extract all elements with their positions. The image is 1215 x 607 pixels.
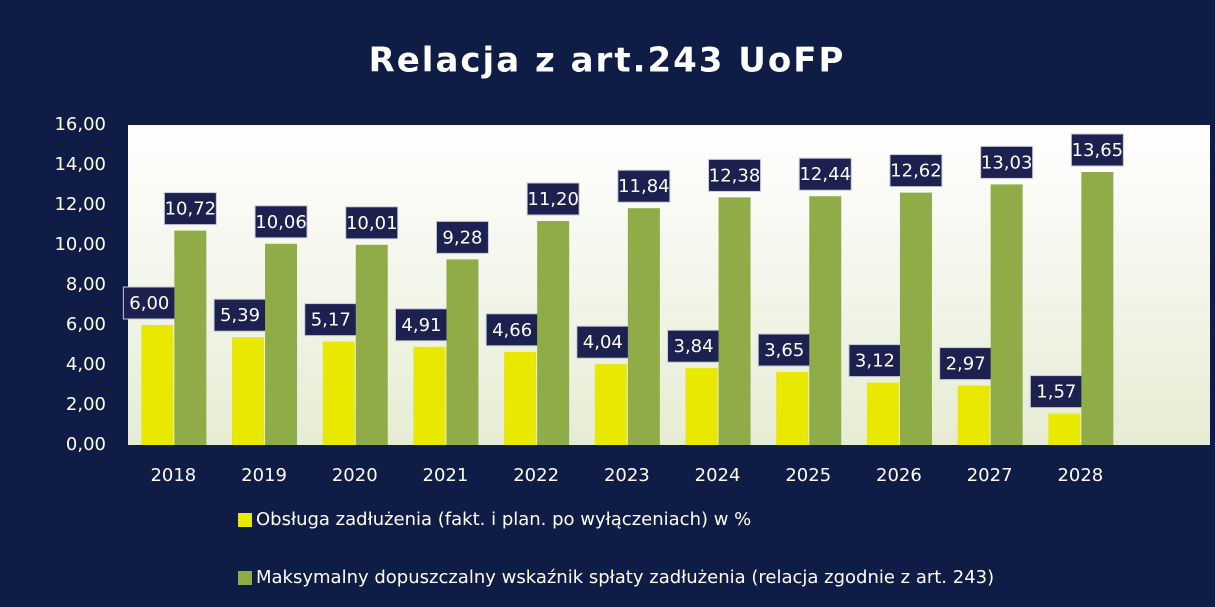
data-label-box bbox=[1029, 375, 1083, 409]
bar bbox=[1048, 413, 1081, 445]
data-label: 13,65 bbox=[1072, 140, 1124, 161]
data-label-box bbox=[939, 347, 993, 381]
bar bbox=[265, 243, 298, 445]
data-label-box bbox=[163, 192, 217, 226]
bar bbox=[232, 337, 265, 445]
bar bbox=[322, 341, 355, 445]
data-label-box bbox=[254, 205, 308, 239]
y-tick-label: 6,00 bbox=[66, 314, 106, 335]
y-tick-label: 0,00 bbox=[66, 434, 106, 455]
y-tick-label: 12,00 bbox=[54, 194, 106, 215]
data-label-box bbox=[345, 206, 399, 240]
data-label: 12,38 bbox=[709, 165, 761, 186]
legend-swatch bbox=[238, 571, 252, 585]
data-label: 5,39 bbox=[220, 305, 260, 326]
y-tick-label: 2,00 bbox=[66, 394, 106, 415]
data-label: 12,44 bbox=[799, 164, 851, 185]
data-label: 10,72 bbox=[165, 199, 217, 220]
x-tick-label: 2025 bbox=[785, 465, 831, 486]
y-tick-label: 14,00 bbox=[54, 154, 106, 175]
x-tick-label: 2023 bbox=[604, 465, 650, 486]
data-label-box bbox=[122, 286, 176, 320]
x-tick-label: 2024 bbox=[695, 465, 741, 486]
data-label: 3,65 bbox=[764, 340, 804, 361]
bar bbox=[594, 364, 627, 445]
data-label-box bbox=[848, 344, 902, 378]
y-tick-label: 8,00 bbox=[66, 274, 106, 295]
data-label-box bbox=[435, 220, 489, 254]
bar bbox=[413, 346, 446, 445]
bar bbox=[990, 184, 1023, 445]
data-label-box bbox=[889, 154, 943, 188]
data-label: 4,04 bbox=[583, 332, 623, 353]
bar bbox=[776, 372, 809, 445]
data-label: 13,03 bbox=[981, 152, 1033, 173]
bar bbox=[957, 385, 990, 445]
data-label-box bbox=[1070, 133, 1124, 167]
data-label: 5,17 bbox=[311, 310, 351, 331]
bar bbox=[446, 259, 479, 445]
data-label: 10,01 bbox=[346, 213, 398, 234]
y-tick-label: 10,00 bbox=[54, 234, 106, 255]
x-tick-label: 2026 bbox=[876, 465, 922, 486]
data-label: 3,84 bbox=[674, 336, 714, 357]
bar bbox=[174, 230, 207, 445]
legend-label: Maksymalny dopuszczalny wskaźnik spłaty … bbox=[256, 567, 994, 588]
bar bbox=[866, 382, 899, 445]
x-tick-label: 2020 bbox=[332, 465, 378, 486]
data-label-box bbox=[304, 303, 358, 337]
data-label: 6,00 bbox=[129, 293, 169, 314]
data-label-box bbox=[980, 145, 1034, 179]
bar bbox=[809, 196, 842, 445]
bar bbox=[537, 221, 570, 445]
x-tick-label: 2027 bbox=[967, 465, 1013, 486]
x-tick-label: 2019 bbox=[241, 465, 287, 486]
bar bbox=[355, 244, 388, 445]
data-label-box bbox=[708, 158, 762, 192]
chart-title: Relacja z art.243 UoFP bbox=[369, 41, 846, 81]
data-label: 10,06 bbox=[255, 212, 307, 233]
data-label: 3,12 bbox=[855, 351, 895, 372]
data-label-box bbox=[667, 329, 721, 363]
bar bbox=[899, 192, 932, 445]
data-label: 2,97 bbox=[946, 354, 986, 375]
data-label: 11,20 bbox=[527, 189, 579, 210]
data-label-box bbox=[526, 182, 580, 216]
legend-swatch bbox=[238, 513, 252, 527]
data-label-box bbox=[213, 298, 267, 332]
x-tick-label: 2022 bbox=[513, 465, 559, 486]
x-tick-label: 2018 bbox=[150, 465, 196, 486]
data-label-box bbox=[485, 313, 539, 347]
data-label-box bbox=[617, 169, 671, 203]
bar bbox=[627, 208, 660, 445]
bar bbox=[685, 368, 718, 445]
bar bbox=[504, 351, 537, 445]
data-label-box bbox=[798, 157, 852, 191]
x-tick-label: 2028 bbox=[1057, 465, 1103, 486]
data-label: 4,91 bbox=[401, 315, 441, 336]
data-label: 11,84 bbox=[618, 176, 670, 197]
bar bbox=[718, 197, 751, 445]
y-tick-label: 16,00 bbox=[54, 114, 106, 135]
data-label: 4,66 bbox=[492, 320, 532, 341]
data-label: 1,57 bbox=[1036, 382, 1076, 403]
data-label: 9,28 bbox=[442, 227, 482, 248]
legend-label: Obsługa zadłużenia (fakt. i plan. po wył… bbox=[256, 509, 751, 530]
y-tick-label: 4,00 bbox=[66, 354, 106, 375]
data-label: 12,62 bbox=[890, 161, 942, 182]
bar bbox=[141, 325, 174, 445]
data-label-box bbox=[576, 325, 630, 359]
x-tick-label: 2021 bbox=[423, 465, 469, 486]
data-label-box bbox=[394, 308, 448, 342]
bar bbox=[1081, 172, 1114, 445]
